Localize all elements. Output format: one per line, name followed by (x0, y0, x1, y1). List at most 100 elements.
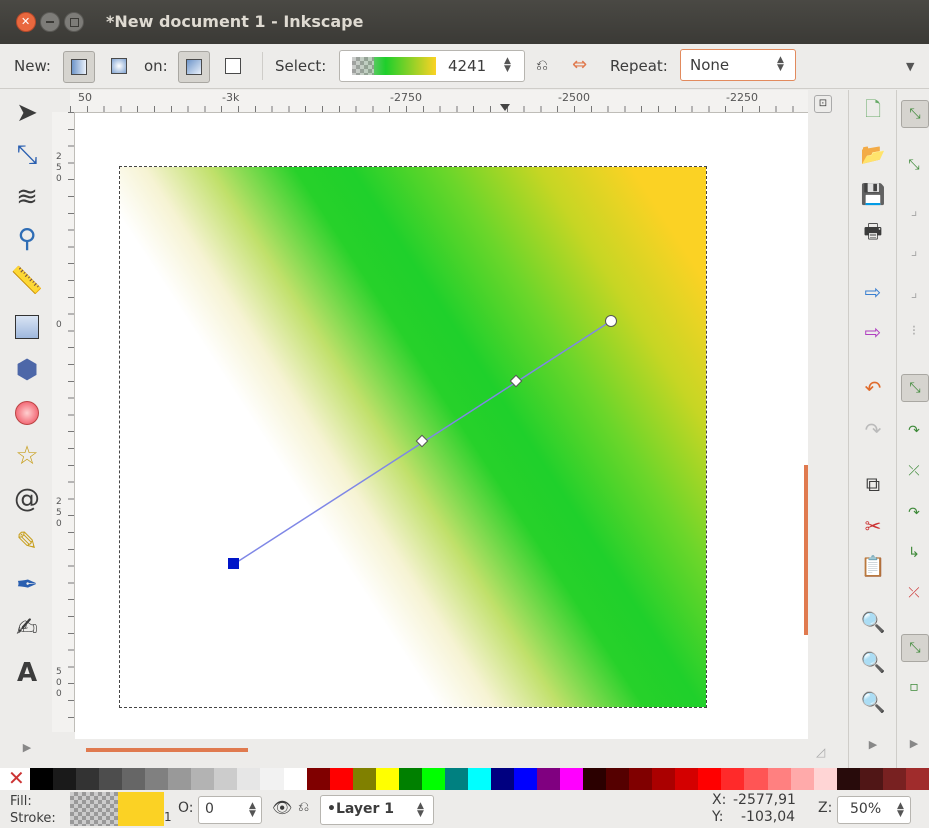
color-swatch[interactable] (214, 768, 238, 790)
snap-bbox-corner-icon[interactable]: ⌟ (910, 243, 918, 259)
color-swatch[interactable] (606, 768, 630, 790)
color-swatch[interactable] (99, 768, 123, 790)
color-swatch[interactable] (283, 768, 307, 790)
new-document-icon[interactable]: 🗋 (864, 97, 882, 121)
zoom-corner-icon[interactable]: ⊡ (814, 95, 832, 113)
color-swatch[interactable] (513, 768, 538, 790)
color-swatch[interactable] (790, 768, 814, 790)
link-gradients-icon[interactable]: ⎌ (536, 56, 549, 74)
snap-intersection-icon[interactable]: ⤫ (908, 463, 920, 479)
node-tool-icon[interactable]: ⤡ (16, 139, 38, 170)
vertical-ruler[interactable]: 2 5 0 0 2 5 0 5 0 0 (52, 112, 75, 732)
snap-smooth-nodes-icon[interactable]: ↷ (908, 505, 920, 521)
star-tool-icon[interactable]: ☆ (15, 441, 39, 471)
layer-lock-icon[interactable]: ⎌ (298, 799, 310, 815)
snap-midpoints-icon[interactable]: ↳ (908, 545, 920, 561)
snap-others-icon[interactable]: ⤡ (901, 634, 929, 662)
color-swatch[interactable] (329, 768, 353, 790)
zoom-selection-icon[interactable]: 🔍 (860, 610, 886, 634)
maximize-window-button[interactable] (64, 12, 84, 32)
color-swatch[interactable] (398, 768, 422, 790)
tweak-tool-icon[interactable]: ≋ (16, 182, 38, 212)
horizontal-scrollbar[interactable] (86, 748, 248, 752)
measure-tool-icon[interactable]: 📏 (10, 266, 44, 296)
color-swatch[interactable] (882, 768, 906, 790)
snap-more-icon[interactable]: ▶ (909, 736, 919, 750)
color-swatch[interactable] (767, 768, 791, 790)
color-swatch[interactable] (352, 768, 376, 790)
color-swatch[interactable] (76, 768, 100, 790)
zoom-page-icon[interactable]: 🔍 (860, 690, 886, 714)
color-swatch[interactable] (444, 768, 468, 790)
color-swatch[interactable] (306, 768, 330, 790)
toolbox-more-icon[interactable]: ▶ (22, 740, 32, 754)
new-linear-gradient-button[interactable] (63, 51, 95, 83)
color-swatch[interactable] (490, 768, 514, 790)
print-icon[interactable]: 🖶 (863, 219, 883, 243)
pen-tool-icon[interactable]: ✒ (16, 570, 38, 600)
toolbar-overflow-icon[interactable]: ▼ (906, 60, 915, 73)
rectangle-tool-icon[interactable] (10, 310, 44, 344)
color-swatch[interactable] (53, 768, 77, 790)
snap-guide-icon[interactable]: ⤫ (908, 585, 920, 601)
color-swatch[interactable] (237, 768, 261, 790)
color-swatch[interactable] (675, 768, 699, 790)
spiral-tool-icon[interactable]: @ (14, 484, 40, 514)
color-swatch[interactable] (467, 768, 491, 790)
apply-to-fill-button[interactable] (178, 51, 210, 83)
export-icon[interactable]: ⇨ (864, 320, 882, 344)
gradient-rectangle[interactable] (120, 167, 706, 707)
layer-select[interactable]: •Layer 1 ▲ ▼ (320, 795, 434, 825)
stroke-indicator[interactable] (118, 792, 164, 826)
color-swatch[interactable] (836, 768, 860, 790)
opacity-spinbox[interactable]: 0 ▲ ▼ (198, 796, 262, 824)
snap-nodes-icon[interactable]: ⤡ (901, 374, 929, 402)
open-document-icon[interactable]: 📂 (860, 142, 886, 166)
gradient-editor-line[interactable] (75, 113, 808, 739)
save-document-icon[interactable]: 💾 (860, 182, 886, 206)
reverse-gradient-icon[interactable]: ⇔ (572, 54, 588, 75)
cut-icon[interactable]: ✂ (864, 514, 882, 538)
color-swatch[interactable] (698, 768, 722, 790)
new-radial-gradient-button[interactable] (104, 51, 134, 81)
snap-paths-icon[interactable]: ↷ (908, 423, 920, 439)
commands-more-icon[interactable]: ▶ (868, 737, 878, 751)
color-swatch[interactable] (145, 768, 169, 790)
color-swatch[interactable] (168, 768, 192, 790)
snap-bbox-midpoint-icon[interactable]: ⌟ (910, 285, 918, 301)
calligraphy-tool-icon[interactable]: ✍ (16, 613, 38, 643)
vertical-scrollbar[interactable] (804, 465, 808, 635)
no-paint-swatch[interactable]: ✕ (0, 766, 30, 790)
color-swatch[interactable] (744, 768, 768, 790)
apply-to-stroke-button[interactable] (218, 51, 248, 81)
color-swatch[interactable] (813, 768, 837, 790)
color-swatch[interactable] (122, 768, 146, 790)
color-swatch[interactable] (583, 768, 607, 790)
3d-box-tool-icon[interactable]: ⬢ (15, 355, 39, 385)
layer-visibility-icon[interactable]: 👁 (272, 798, 293, 817)
color-swatch[interactable] (191, 768, 215, 790)
selector-tool-icon[interactable]: ➤ (16, 98, 38, 128)
pencil-tool-icon[interactable]: ✎ (16, 527, 38, 557)
minimize-window-button[interactable] (40, 12, 60, 32)
color-swatch[interactable] (721, 768, 745, 790)
repeat-select[interactable]: None ▲ ▼ (680, 49, 796, 81)
zoom-tool-icon[interactable]: ⚲ (17, 224, 37, 254)
color-swatch[interactable] (629, 768, 653, 790)
color-swatch[interactable] (905, 768, 929, 790)
spin-arrows-icon[interactable]: ▲ ▼ (504, 56, 511, 74)
snap-bbox-center-icon[interactable]: ⁝ (911, 323, 917, 339)
color-swatch[interactable] (537, 768, 561, 790)
close-window-button[interactable] (16, 12, 36, 32)
import-icon[interactable]: ⇨ (864, 280, 882, 304)
gradient-select-combo[interactable]: 4241 ▲ ▼ (339, 50, 525, 82)
copy-icon[interactable]: ⧉ (865, 472, 881, 496)
redo-icon[interactable]: ↷ (864, 418, 882, 442)
color-swatch[interactable] (859, 768, 883, 790)
undo-icon[interactable]: ↶ (864, 376, 882, 400)
color-swatch[interactable] (652, 768, 676, 790)
text-tool-icon[interactable]: A (16, 658, 38, 688)
snap-center-icon[interactable]: ▫ (909, 679, 919, 695)
ellipse-tool-icon[interactable] (10, 396, 44, 430)
fill-indicator[interactable] (70, 792, 118, 826)
